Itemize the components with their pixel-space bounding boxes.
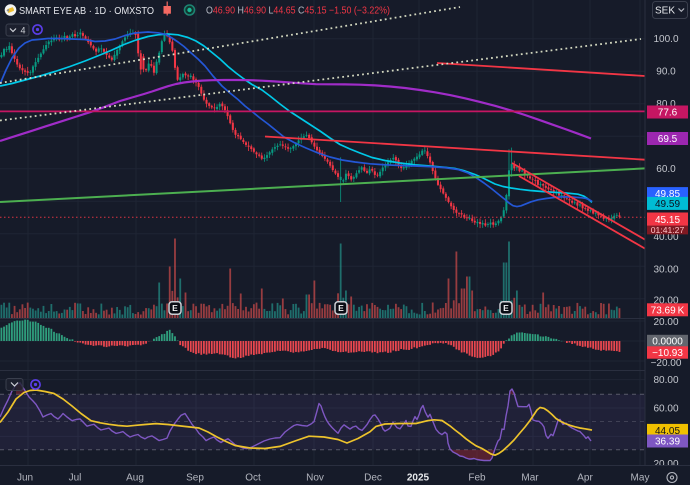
svg-text:4: 4	[21, 26, 26, 36]
svg-text:36.39: 36.39	[655, 437, 680, 448]
svg-text:30.00: 30.00	[653, 264, 678, 275]
svg-text:Jun: Jun	[17, 473, 33, 484]
svg-text:80.00: 80.00	[653, 375, 678, 386]
svg-text:May: May	[631, 473, 650, 484]
svg-text:44.05: 44.05	[655, 426, 680, 437]
svg-text:73.69 K: 73.69 K	[651, 305, 685, 316]
svg-text:Oct: Oct	[245, 473, 261, 484]
svg-text:−10.93: −10.93	[652, 348, 683, 359]
svg-text:49.59: 49.59	[655, 199, 680, 210]
svg-text:20.00: 20.00	[653, 296, 678, 307]
svg-text:100.0: 100.0	[653, 34, 678, 45]
svg-text:SEK: SEK	[655, 6, 675, 17]
svg-text:−20.00: −20.00	[651, 358, 682, 369]
svg-text:Feb: Feb	[468, 473, 486, 484]
svg-text:E: E	[503, 303, 509, 313]
svg-text:Jul: Jul	[69, 473, 82, 484]
svg-text:Sep: Sep	[186, 473, 204, 484]
svg-text:40.00: 40.00	[653, 232, 678, 243]
svg-text:20.00: 20.00	[653, 459, 678, 470]
svg-text:E: E	[172, 303, 178, 313]
svg-text:SMART EYE AB · 1D · OMXSTO: SMART EYE AB · 1D · OMXSTO	[19, 5, 154, 17]
svg-text:60.00: 60.00	[653, 404, 678, 415]
svg-text:0.0000: 0.0000	[652, 337, 683, 348]
svg-text:80.0: 80.0	[656, 99, 676, 110]
svg-text:E: E	[338, 303, 344, 313]
svg-text:Dec: Dec	[364, 473, 382, 484]
svg-text:69.5: 69.5	[658, 134, 678, 145]
svg-text:90.0: 90.0	[656, 67, 676, 78]
svg-text:60.0: 60.0	[656, 164, 676, 175]
svg-text:49.85: 49.85	[655, 189, 680, 200]
svg-text:Nov: Nov	[306, 473, 324, 484]
svg-text:O46.90 H46.90 L44.65 C45.15 −1: O46.90 H46.90 L44.65 C45.15 −1.50 (−3.22…	[206, 6, 390, 17]
svg-text:Apr: Apr	[577, 473, 593, 484]
svg-text:45.15: 45.15	[655, 215, 680, 226]
svg-text:77.6: 77.6	[658, 108, 678, 119]
svg-text:2025: 2025	[407, 473, 430, 484]
svg-text:Aug: Aug	[126, 473, 144, 484]
svg-text:20.00: 20.00	[653, 317, 678, 328]
svg-text:Mar: Mar	[521, 473, 539, 484]
svg-text:01:41:27: 01:41:27	[651, 225, 685, 235]
